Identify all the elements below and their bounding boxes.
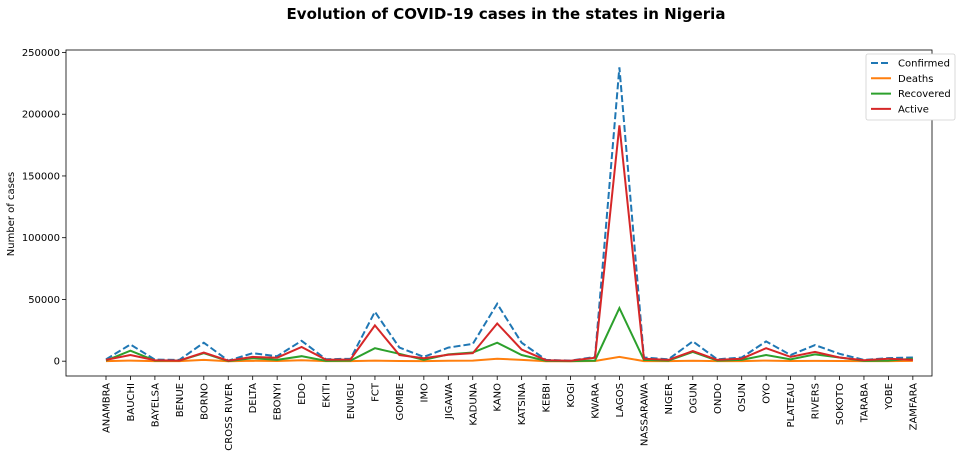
y-tick-label: 0 xyxy=(54,357,60,368)
x-tick-label: PLATEAU xyxy=(786,383,797,427)
x-tick-label: JIGAWA xyxy=(444,383,455,420)
legend-label-recovered: Recovered xyxy=(898,89,951,100)
x-tick-label: ONDO xyxy=(713,383,724,414)
y-axis: 0 50000 100000 150000 200000 250000 xyxy=(22,48,66,368)
x-tick-label: BENUE xyxy=(175,383,186,417)
y-tick-label: 50000 xyxy=(28,295,60,306)
series-lines xyxy=(105,67,913,363)
x-tick-label: LAGOS xyxy=(615,383,626,417)
x-tick-label: RIVERS xyxy=(811,383,822,419)
y-tick-label: 150000 xyxy=(22,171,60,182)
x-tick-label: FCT xyxy=(370,382,381,402)
x-tick-label: NIGER xyxy=(664,383,675,414)
series-line-recovered xyxy=(105,305,913,363)
x-tick-label: SOKOTO xyxy=(835,383,846,425)
x-tick-label: NASSARAWA xyxy=(639,383,650,446)
x-tick-label: KOGI xyxy=(566,383,577,408)
x-tick-label: YOBE xyxy=(884,383,895,411)
x-tick-label: ANAMBRA xyxy=(102,383,113,433)
series-line-deaths xyxy=(105,355,913,363)
x-tick-label: DELTA xyxy=(248,383,259,414)
x-tick-label: ENUGU xyxy=(346,383,357,419)
x-tick-label: KEBBI xyxy=(542,383,553,413)
plot-area xyxy=(65,49,933,377)
legend-label-deaths: Deaths xyxy=(898,74,933,85)
legend-box xyxy=(865,53,956,121)
series-line-active xyxy=(105,125,913,362)
y-tick-label: 200000 xyxy=(22,110,60,121)
x-tick-label: OGUN xyxy=(688,383,699,413)
x-tick-label: EBONYI xyxy=(273,383,284,420)
x-tick-label: OSUN xyxy=(737,383,748,412)
x-tick-label: IMO xyxy=(419,383,430,403)
legend-label-confirmed: Confirmed xyxy=(898,59,950,70)
x-tick-label: TARABA xyxy=(859,383,870,423)
y-tick-label: 250000 xyxy=(22,48,60,59)
x-axis: ANAMBRA BAUCHI BAYELSA BENUE BORNO CROSS RIVE… xyxy=(102,376,919,451)
series-line-confirmed xyxy=(105,67,913,362)
x-tick-label: ZAMFARA xyxy=(908,383,919,431)
x-tick-label: OYO xyxy=(762,383,773,404)
y-axis-label: Number of cases xyxy=(6,172,17,256)
legend-label-active: Active xyxy=(898,104,929,115)
x-tick-label: KATSINA xyxy=(517,383,528,425)
x-tick-label: KANO xyxy=(493,383,504,412)
x-tick-label: KWARA xyxy=(591,383,602,419)
x-tick-label: BAUCHI xyxy=(126,383,137,421)
x-tick-label: CROSS RIVER xyxy=(224,383,235,451)
x-tick-label: BAYELSA xyxy=(150,383,161,427)
x-tick-label: KADUNA xyxy=(468,383,479,426)
legend: Confirmed Deaths Recovered Active xyxy=(865,53,956,121)
y-tick-label: 100000 xyxy=(22,233,60,244)
x-tick-label: BORNO xyxy=(199,383,210,420)
x-tick-label: EKITI xyxy=(322,383,333,408)
x-tick-label: GOMBE xyxy=(395,383,406,420)
chart-title: Evolution of COVID-19 cases in the state… xyxy=(287,5,726,23)
x-tick-label: EDO xyxy=(297,383,308,405)
